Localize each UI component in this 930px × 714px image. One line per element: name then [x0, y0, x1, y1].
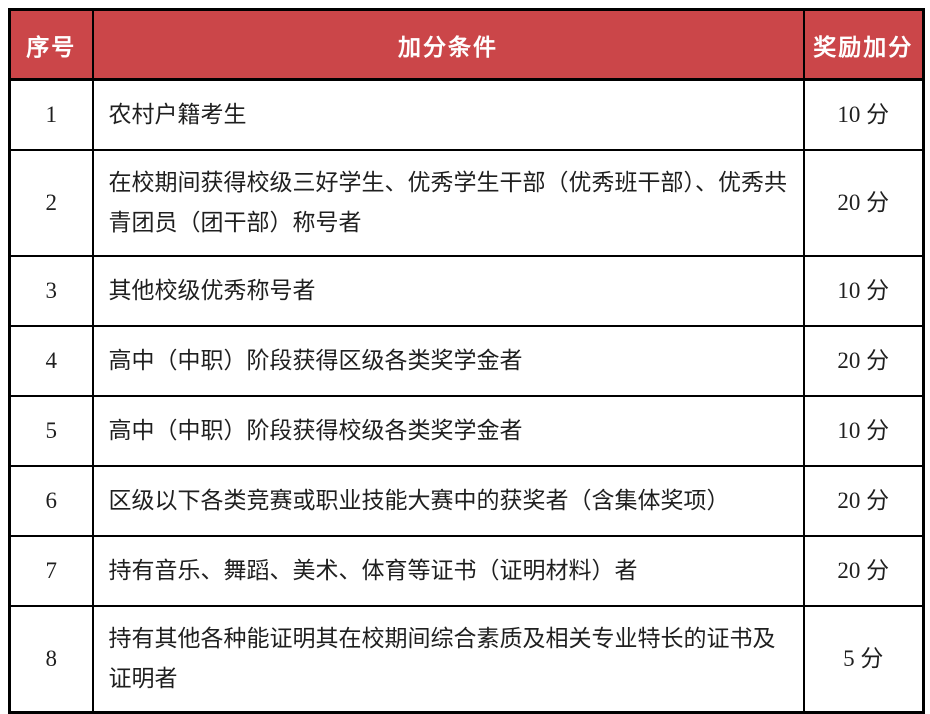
points-cell: 10 分: [802, 78, 925, 151]
header-row: 序号 加分条件 奖励加分: [8, 8, 925, 81]
row-number-cell: 2: [8, 148, 94, 257]
condition-cell: 持有音乐、舞蹈、美术、体育等证书（证明材料）者: [91, 534, 805, 607]
table-body: 1 农村户籍考生 10 分 2 在校期间获得校级三好学生、优秀学生干部（优秀班干…: [8, 78, 925, 713]
table-row: 8 持有其他各种能证明其在校期间综合素质及相关专业特长的证书及证明者 5 分: [8, 604, 925, 713]
condition-cell: 农村户籍考生: [91, 78, 805, 151]
points-cell: 20 分: [802, 464, 925, 537]
row-number-cell: 8: [8, 604, 94, 713]
table-row: 2 在校期间获得校级三好学生、优秀学生干部（优秀班干部）、优秀共青团员（团干部）…: [8, 148, 925, 257]
table-row: 1 农村户籍考生 10 分: [8, 78, 925, 151]
condition-cell: 在校期间获得校级三好学生、优秀学生干部（优秀班干部）、优秀共青团员（团干部）称号…: [91, 148, 805, 257]
row-number-cell: 1: [8, 78, 94, 151]
row-number-cell: 5: [8, 394, 94, 467]
points-cell: 10 分: [802, 254, 925, 327]
condition-cell: 区级以下各类竞赛或职业技能大赛中的获奖者（含集体奖项）: [91, 464, 805, 537]
table-row: 5 高中（中职）阶段获得校级各类奖学金者 10 分: [8, 394, 925, 467]
table-row: 6 区级以下各类竞赛或职业技能大赛中的获奖者（含集体奖项） 20 分: [8, 464, 925, 537]
condition-cell: 持有其他各种能证明其在校期间综合素质及相关专业特长的证书及证明者: [91, 604, 805, 713]
points-cell: 10 分: [802, 394, 925, 467]
row-number-cell: 4: [8, 324, 94, 397]
points-cell: 5 分: [802, 604, 925, 713]
header-cell-no: 序号: [8, 8, 94, 81]
points-cell: 20 分: [802, 534, 925, 607]
row-number-cell: 3: [8, 254, 94, 327]
points-cell: 20 分: [802, 148, 925, 257]
condition-cell: 高中（中职）阶段获得区级各类奖学金者: [91, 324, 805, 397]
header-cell-points: 奖励加分: [802, 8, 925, 81]
bonus-points-table: 序号 加分条件 奖励加分 1 农村户籍考生 10 分 2 在校期间获得校级三好学…: [8, 8, 925, 714]
table-row: 4 高中（中职）阶段获得区级各类奖学金者 20 分: [8, 324, 925, 397]
header-cell-condition: 加分条件: [91, 8, 805, 81]
table-header: 序号 加分条件 奖励加分: [8, 8, 925, 81]
points-cell: 20 分: [802, 324, 925, 397]
row-number-cell: 6: [8, 464, 94, 537]
condition-cell: 其他校级优秀称号者: [91, 254, 805, 327]
row-number-cell: 7: [8, 534, 94, 607]
table-row: 3 其他校级优秀称号者 10 分: [8, 254, 925, 327]
table-row: 7 持有音乐、舞蹈、美术、体育等证书（证明材料）者 20 分: [8, 534, 925, 607]
condition-cell: 高中（中职）阶段获得校级各类奖学金者: [91, 394, 805, 467]
document-page: 序号 加分条件 奖励加分 1 农村户籍考生 10 分 2 在校期间获得校级三好学…: [8, 8, 925, 714]
